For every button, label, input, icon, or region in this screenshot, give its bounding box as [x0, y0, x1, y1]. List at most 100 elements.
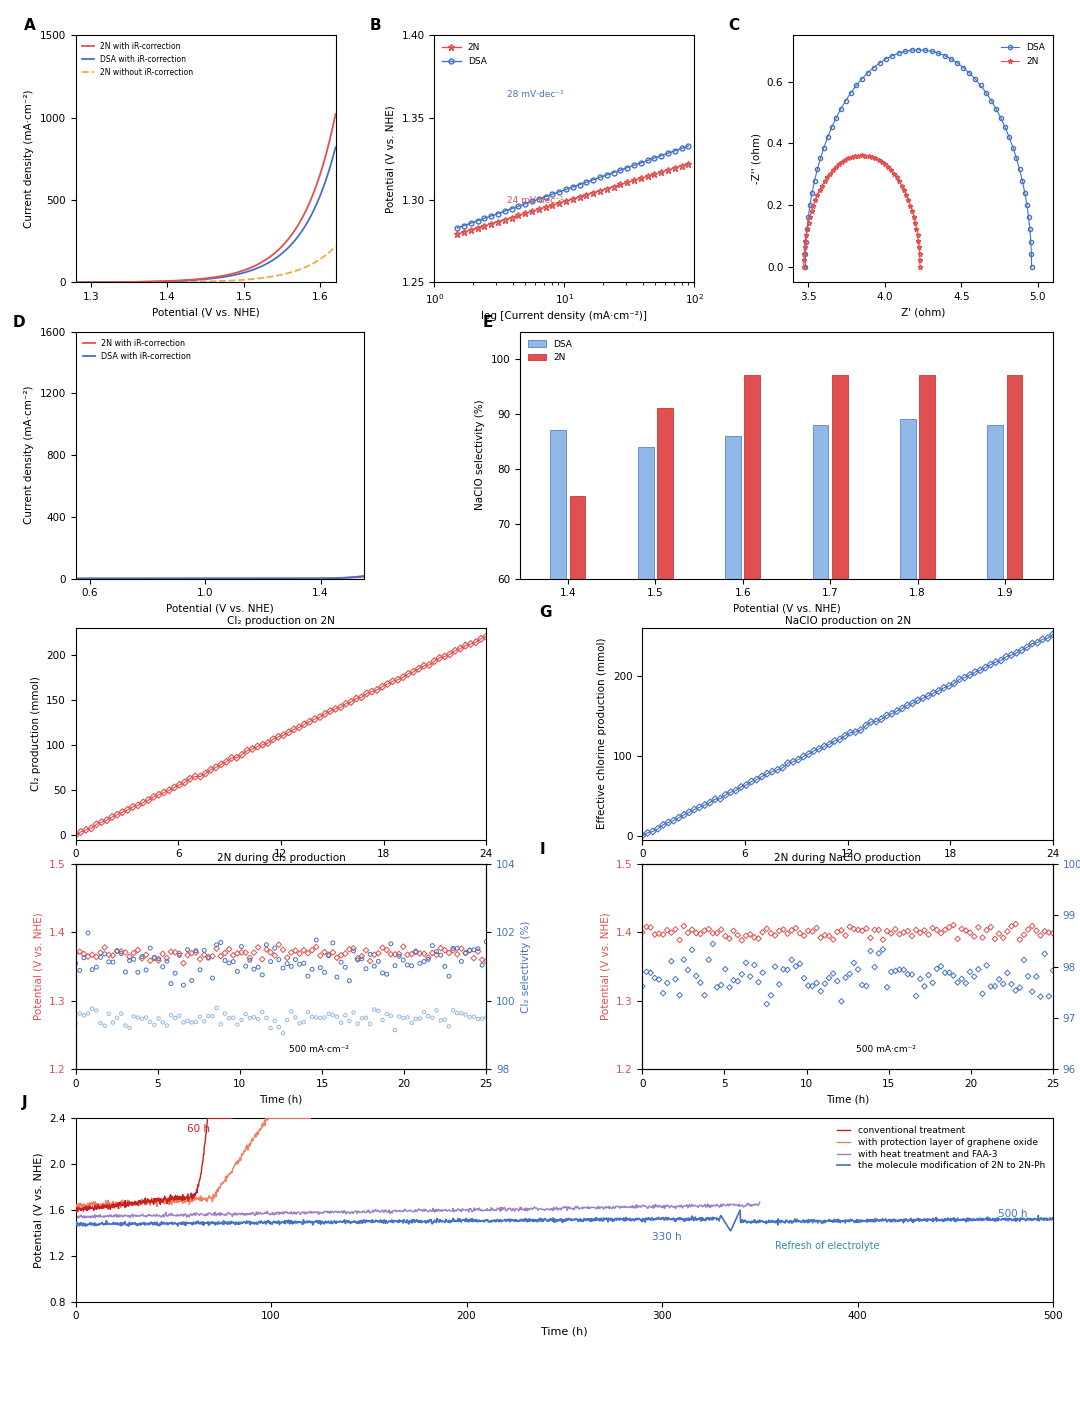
Point [171, 773, 188, 796]
Point [796, 924, 813, 947]
Title: 2N during Cl₂ production: 2N during Cl₂ production [217, 854, 346, 864]
Point [254, 964, 271, 986]
Point [389, 669, 406, 691]
Point [828, 920, 846, 943]
Point [419, 947, 436, 969]
DSA [607, 164, 620, 181]
Point [432, 937, 449, 959]
Point [473, 948, 490, 971]
Point [916, 919, 933, 941]
Bar [900, 419, 916, 907]
Point [216, 941, 233, 964]
Point [195, 940, 213, 962]
2N [914, 251, 927, 268]
Point [92, 941, 109, 964]
Point [708, 921, 726, 944]
Point [176, 770, 193, 793]
Point [423, 1006, 441, 1029]
Point [1003, 972, 1021, 995]
Point [436, 938, 454, 961]
Point [287, 1006, 305, 1029]
Point [738, 924, 755, 947]
Title: Cl₂ production on 2N: Cl₂ production on 2N [227, 615, 335, 625]
DSA with iR-correction [243, 262, 256, 279]
Point [816, 924, 834, 947]
Line: DSA with iR-correction: DSA with iR-correction [76, 576, 367, 579]
Point [130, 961, 147, 983]
2N with iR-correction [136, 274, 149, 291]
Point [241, 947, 258, 969]
Y-axis label: Potential (V vs. NHE): Potential (V vs. NHE) [600, 913, 610, 1020]
Point [179, 944, 197, 967]
2N [642, 168, 654, 185]
Point [303, 958, 321, 981]
Point [92, 1012, 109, 1034]
Point [348, 687, 365, 710]
Point [659, 972, 676, 995]
Y-axis label: Current density (mA·cm⁻²): Current density (mA·cm⁻²) [24, 89, 35, 229]
Point [387, 954, 404, 976]
Point [956, 666, 973, 689]
Point [175, 1012, 192, 1034]
Point [384, 670, 402, 693]
2N [512, 207, 525, 224]
Point [1040, 921, 1057, 944]
Point [407, 940, 424, 962]
Point [821, 924, 838, 947]
Point [665, 810, 683, 832]
Legend: 2N with iR-correction, DSA with iR-correction: 2N with iR-correction, DSA with iR-corre… [80, 336, 194, 364]
DSA [594, 169, 607, 186]
2N [539, 199, 552, 216]
Point [411, 952, 429, 975]
2N [669, 159, 681, 176]
Point [883, 703, 901, 725]
Point [920, 923, 937, 945]
Point [428, 999, 445, 1022]
Point [999, 962, 1016, 985]
Point [87, 813, 105, 835]
2N with iR-correction [187, 271, 200, 288]
Point [146, 947, 163, 969]
Point [83, 944, 100, 967]
Point [270, 934, 287, 957]
Point [341, 1010, 359, 1033]
Legend: conventional treatment, with protection layer of graphene oxide, with heat treat: conventional treatment, with protection … [834, 1123, 1049, 1174]
Point [436, 645, 454, 667]
Point [999, 920, 1016, 943]
2N [654, 164, 667, 181]
Point [893, 697, 910, 720]
Point [700, 917, 717, 940]
Point [853, 974, 870, 996]
Point [957, 919, 974, 941]
Point [457, 1003, 474, 1026]
Point [666, 968, 684, 991]
DSA [586, 171, 599, 188]
Point [787, 917, 805, 940]
Point [770, 974, 787, 996]
Point [130, 794, 147, 817]
Point [279, 947, 296, 969]
Point [411, 1007, 429, 1030]
2N [559, 192, 572, 209]
Point [279, 1009, 296, 1031]
Point [349, 948, 366, 971]
Point [67, 824, 84, 847]
Point [941, 916, 958, 938]
Point [204, 967, 221, 989]
Point [774, 958, 792, 981]
Point [704, 921, 721, 944]
Point [987, 650, 1004, 673]
Point [108, 940, 125, 962]
Point [679, 958, 697, 981]
Point [266, 1010, 283, 1033]
Point [82, 817, 99, 840]
Point [764, 761, 781, 783]
Point [441, 1015, 458, 1037]
Point [191, 948, 208, 971]
Point [436, 1009, 454, 1031]
2N [491, 213, 504, 230]
Point [732, 776, 750, 799]
Point [345, 1002, 362, 1024]
Point [306, 708, 323, 731]
Bar [657, 408, 673, 907]
